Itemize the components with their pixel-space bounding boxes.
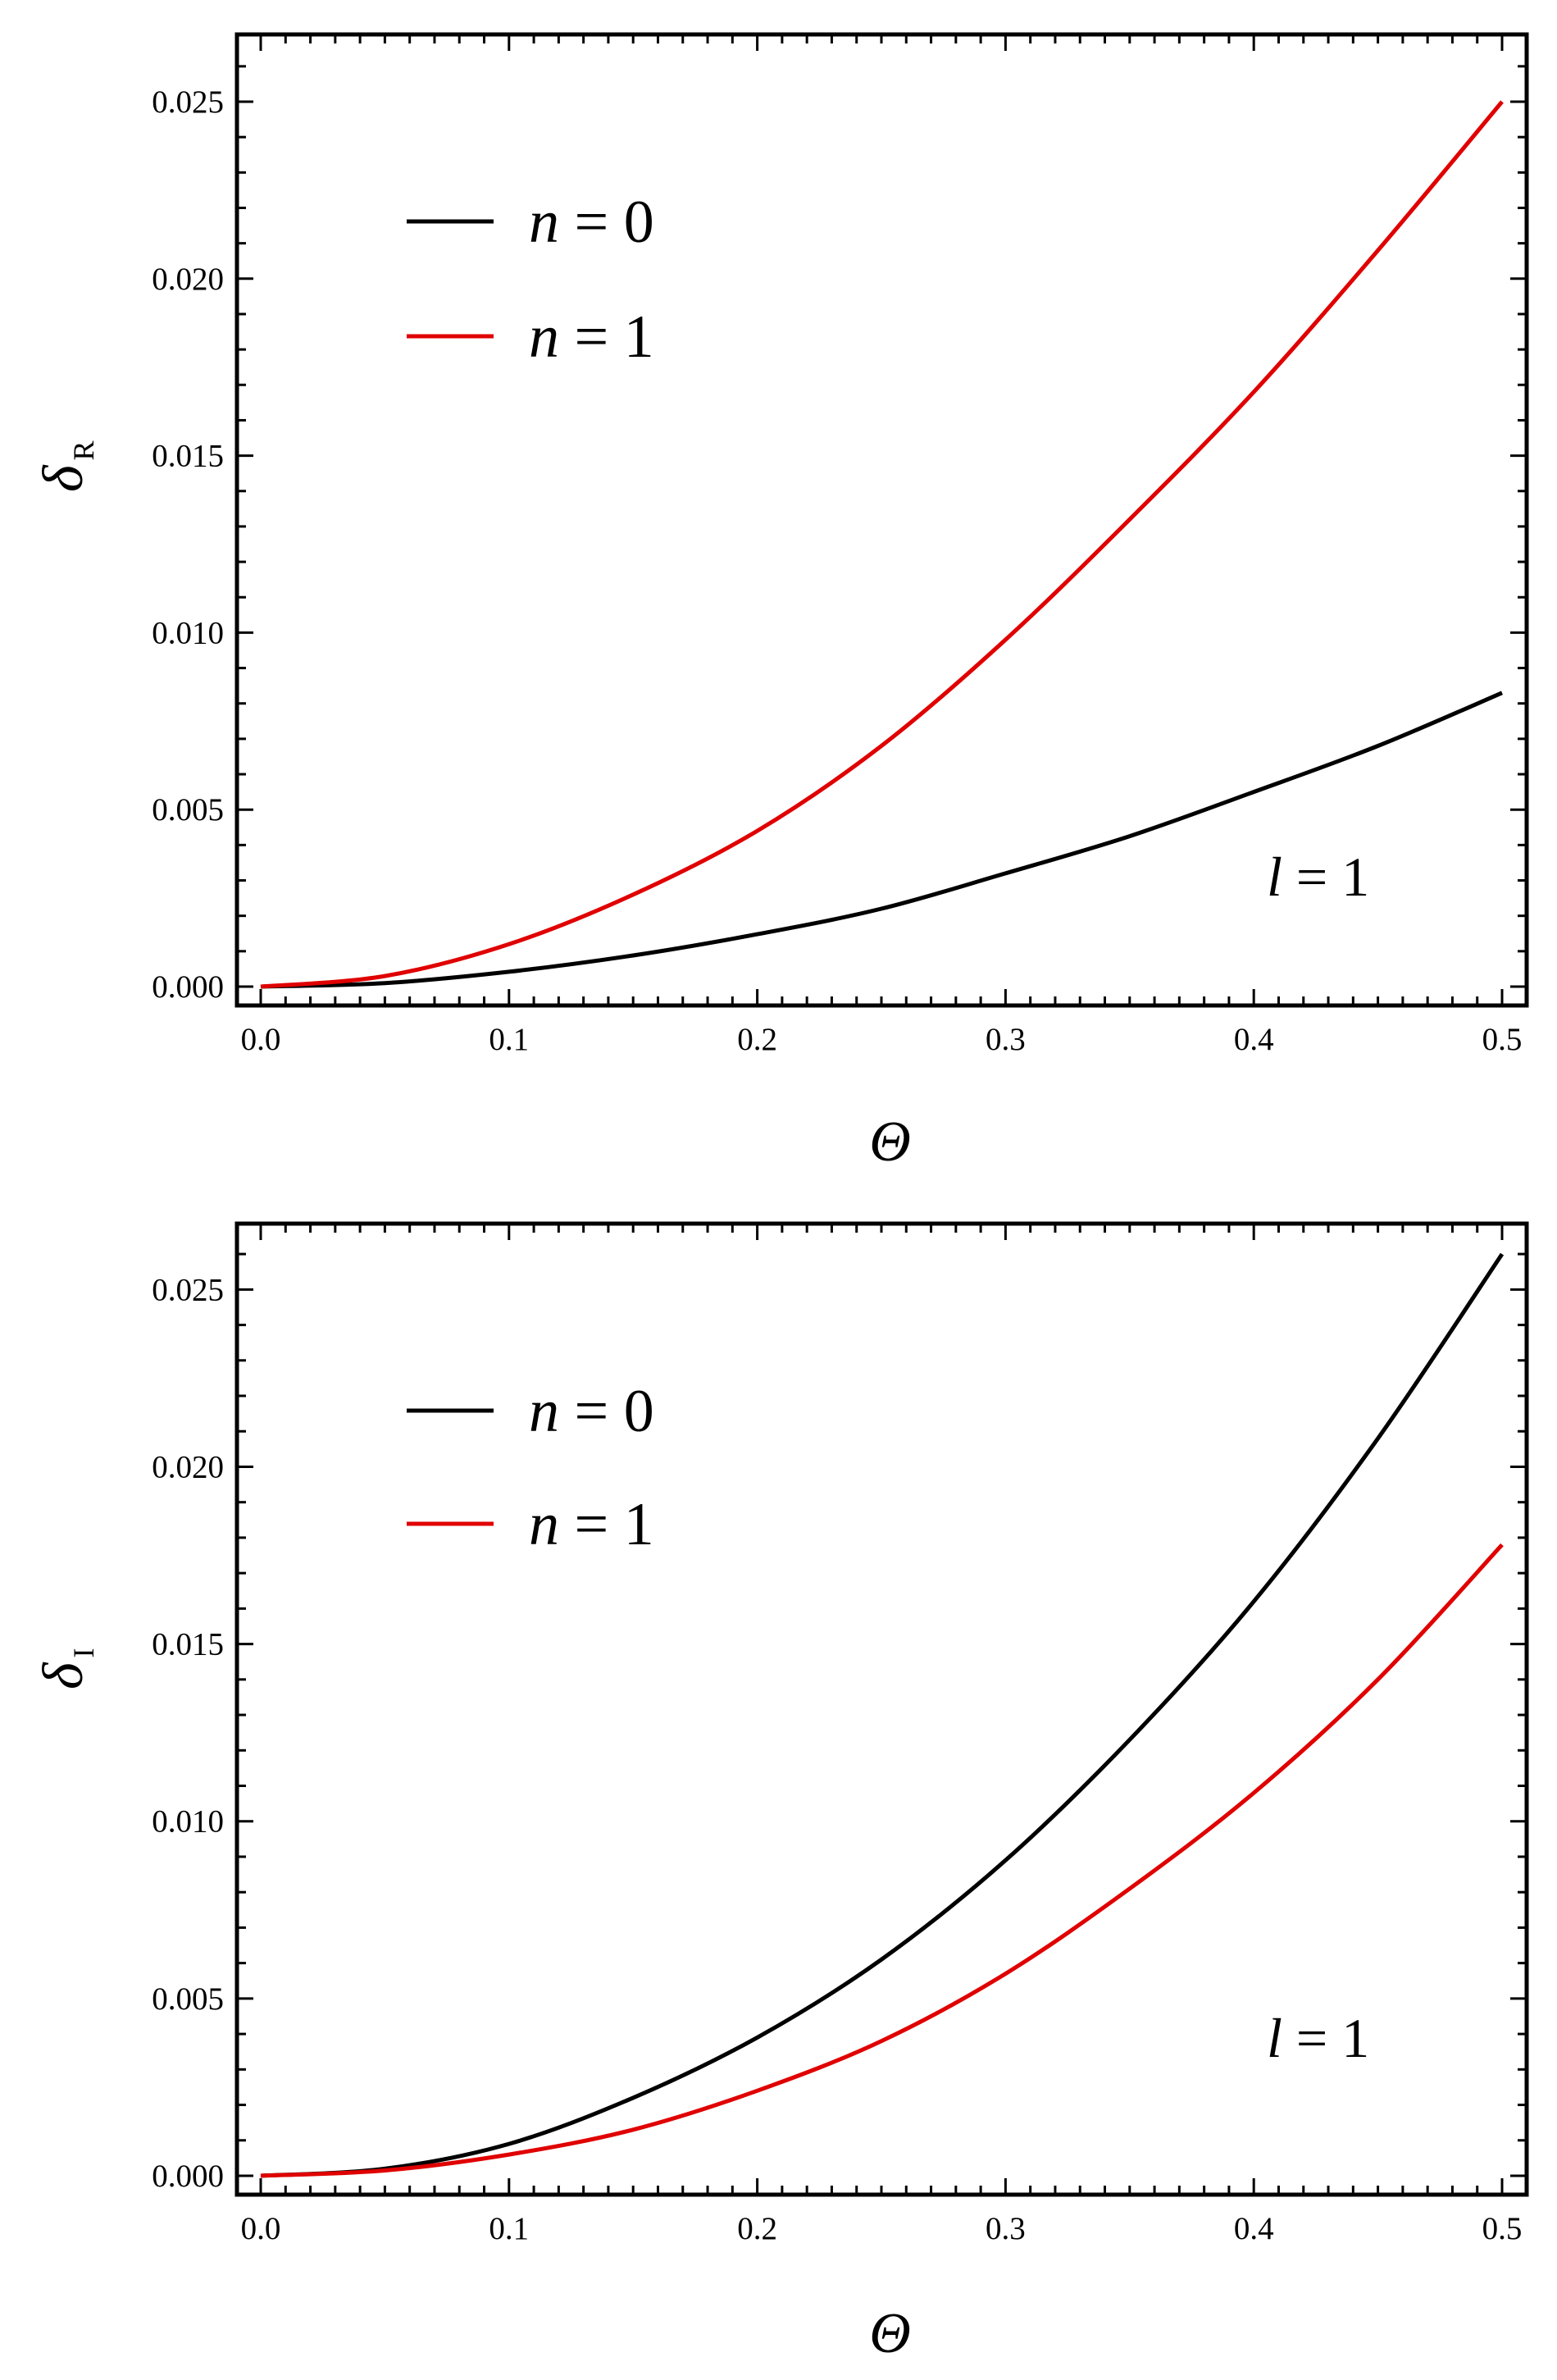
y-tick-label: 0.015 [152,439,224,474]
y-tick-label: 0.005 [152,1981,224,2017]
legend-label-rest: = 1 [559,1491,654,1558]
x-axis-label: Θ [869,1110,911,1174]
legend-label-var: n [529,303,559,371]
x-tick-label: 0.0 [241,2211,281,2246]
legend-label: n = 0 [529,1378,654,1445]
series-line-n0 [260,1252,1505,2178]
y-axis-label: δR [32,440,100,492]
x-tick-label: 0.5 [1482,2211,1523,2246]
y-axis-label-main: δ [32,1662,95,1689]
series-line-n1 [260,1543,1504,2178]
x-tick-label: 0.1 [489,1022,529,1057]
y-ticks: 0.000 0.005 0.010 0.015 0.020 0.025 [152,1252,1527,2194]
y-ticks: 0.000 0.005 0.010 0.015 0.020 0.025 [152,65,1527,1005]
annotation: l = 1 [1267,846,1369,908]
annotation: l = 1 [1267,2007,1369,2069]
series-line-n0 [260,691,1503,989]
legend: n = 0n = 1 [407,1378,654,1558]
legend-label: n = 1 [529,1491,654,1558]
annotation-rest: = 1 [1282,846,1369,908]
legend-label-rest: = 0 [559,189,654,256]
y-tick-label: 0.025 [152,1272,224,1307]
legend-label-var: n [529,1491,559,1558]
y-tick-label: 0.010 [152,615,224,650]
chart-panel-2: 0.0 0.1 0.2 0.3 0.4 0.50.0000.0050.0100.0150.… [32,1221,1529,2365]
x-ticks: 0.0 0.1 0.2 0.3 0.4 0.5 [241,34,1523,1057]
y-tick-label: 0.020 [152,1449,224,1484]
x-tick-label: 0.5 [1482,1022,1523,1057]
series-line-n1 [260,100,1504,989]
y-tick-label: 0.025 [152,84,224,120]
legend-label: n = 1 [529,303,654,371]
legend: n = 0n = 1 [407,189,654,371]
legend-label: n = 0 [529,189,654,256]
y-tick-label: 0.020 [152,262,224,297]
y-tick-label: 0.005 [152,792,224,828]
chart-panel-1: 0.0 0.1 0.2 0.3 0.4 0.50.0000.0050.0100.0150.… [32,32,1529,1174]
legend-label-var: n [529,189,559,256]
legend-label-rest: = 1 [559,303,654,371]
legend-label-rest: = 0 [559,1378,654,1445]
y-tick-label: 0.010 [152,1804,224,1840]
x-tick-label: 0.4 [1234,1022,1274,1057]
x-tick-label: 0.0 [241,1022,281,1057]
x-tick-label: 0.2 [737,2211,777,2246]
y-tick-label: 0.000 [152,969,224,1005]
x-axis-label: Θ [869,2302,911,2365]
x-tick-label: 0.1 [489,2211,529,2246]
y-axis-label-sub: R [67,440,100,460]
y-axis-label-sub: I [67,1648,100,1657]
x-tick-label: 0.3 [986,1022,1026,1057]
annotation-var: l [1267,2007,1282,2069]
y-tick-label: 0.000 [152,2159,224,2194]
x-tick-label: 0.2 [737,1022,777,1057]
annotation-rest: = 1 [1282,2007,1369,2069]
x-tick-label: 0.4 [1234,2211,1274,2246]
y-tick-label: 0.015 [152,1627,224,1662]
x-tick-label: 0.3 [986,2211,1026,2246]
x-ticks: 0.0 0.1 0.2 0.3 0.4 0.5 [241,1224,1523,2246]
y-axis-label-main: δ [32,464,95,492]
y-axis-label: δI [32,1648,100,1689]
legend-label-var: n [529,1378,559,1445]
annotation-var: l [1267,846,1282,908]
